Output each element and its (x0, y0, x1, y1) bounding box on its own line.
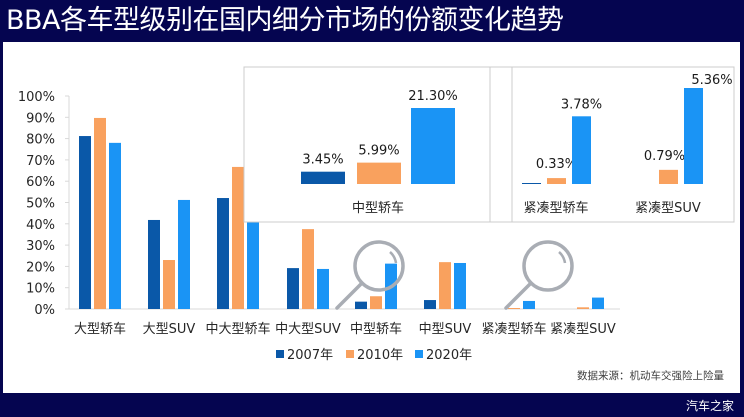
bar-2010-6 (508, 308, 520, 309)
legend-label: 2020年 (426, 348, 472, 363)
legend-swatch-2020 (415, 350, 423, 358)
x-tick-label: 紧凑型SUV (550, 322, 616, 337)
bar-2007-1 (148, 219, 160, 309)
inset-data-label: 3.45% (302, 153, 343, 168)
inset-category-label: 紧凑型轿车 (523, 200, 588, 216)
y-tick-label: 40% (26, 218, 55, 233)
y-tick-label: 50% (26, 197, 55, 212)
legend-swatch-2010 (346, 350, 354, 358)
bar-2010-4 (370, 296, 382, 309)
legend-label: 2010年 (357, 348, 403, 363)
bar-2007-5 (424, 300, 436, 309)
y-tick-label: 30% (26, 239, 55, 254)
data-source-note: 数据来源：机动车交强险上险量 (577, 370, 724, 382)
bar-2010-7 (577, 307, 589, 309)
bar-2020-0 (109, 142, 121, 309)
bar-2010-5 (439, 262, 451, 309)
inset-bar-midsize-2010 (357, 162, 401, 184)
legend-label: 2007年 (287, 348, 333, 363)
x-tick-label: 大型轿车 (74, 321, 126, 337)
inset-bar-compact-2010-0 (547, 178, 566, 184)
inset-box-divider (489, 66, 513, 223)
y-tick-label: 70% (26, 154, 55, 169)
inset-data-label: 0.79% (644, 149, 685, 164)
bar-2020-5 (454, 262, 466, 309)
bar-2007-4 (355, 301, 367, 309)
inset-data-label: 0.33% (536, 157, 577, 172)
inset-category-label: 紧凑型SUV (635, 201, 701, 216)
x-tick-label: 中大型SUV (275, 322, 341, 337)
inset-bar-midsize-2020 (411, 108, 455, 184)
bar-2007-2 (217, 198, 229, 309)
bar-2007-3 (287, 268, 299, 309)
x-tick-label: 大型SUV (143, 322, 196, 337)
y-tick-label: 90% (26, 111, 55, 126)
bar-2010-3 (302, 229, 314, 309)
x-tick-label: 中型SUV (419, 322, 472, 337)
x-tick-label: 中大型轿车 (205, 321, 270, 337)
y-tick-label: 0% (34, 303, 55, 318)
y-tick-label: 10% (26, 282, 55, 297)
bar-2020-1 (178, 199, 190, 309)
watermark: 汽车之家 (685, 399, 734, 413)
magnifier-icon-compact (504, 240, 574, 310)
y-tick-label: 60% (26, 175, 55, 190)
x-tick-label: 中型轿车 (350, 321, 402, 337)
bar-2020-6 (523, 300, 535, 309)
y-tick-label: 20% (26, 260, 55, 275)
chart-title: BBA各车型级别在国内细分市场的份额变化趋势 (6, 5, 564, 36)
bar-2020-7 (592, 297, 604, 309)
inset-bar-midsize-2007 (301, 171, 345, 184)
inset-bar-compact-2020-0 (572, 116, 591, 184)
inset-data-label: 5.99% (358, 144, 399, 159)
bar-2007-0 (79, 136, 91, 309)
y-tick-label: 100% (18, 90, 55, 105)
inset-data-label: 5.36% (691, 73, 732, 88)
y-tick-label: 80% (26, 133, 55, 148)
inset-category-label: 中型轿车 (352, 200, 404, 216)
inset-bar-compact-2020-1 (684, 88, 703, 184)
bar-2010-2 (232, 166, 244, 309)
bar-2020-3 (317, 268, 329, 309)
bar-2010-1 (163, 260, 175, 309)
bar-2010-0 (94, 117, 106, 310)
magnifier-icon-midsize (335, 240, 405, 310)
inset-data-label: 21.30% (408, 89, 458, 104)
inset-bar-compact-2010-1 (659, 169, 678, 184)
inset-data-label: 3.78% (561, 97, 602, 112)
x-tick-label: 紧凑型轿车 (481, 321, 546, 337)
legend-swatch-2007 (276, 350, 284, 358)
